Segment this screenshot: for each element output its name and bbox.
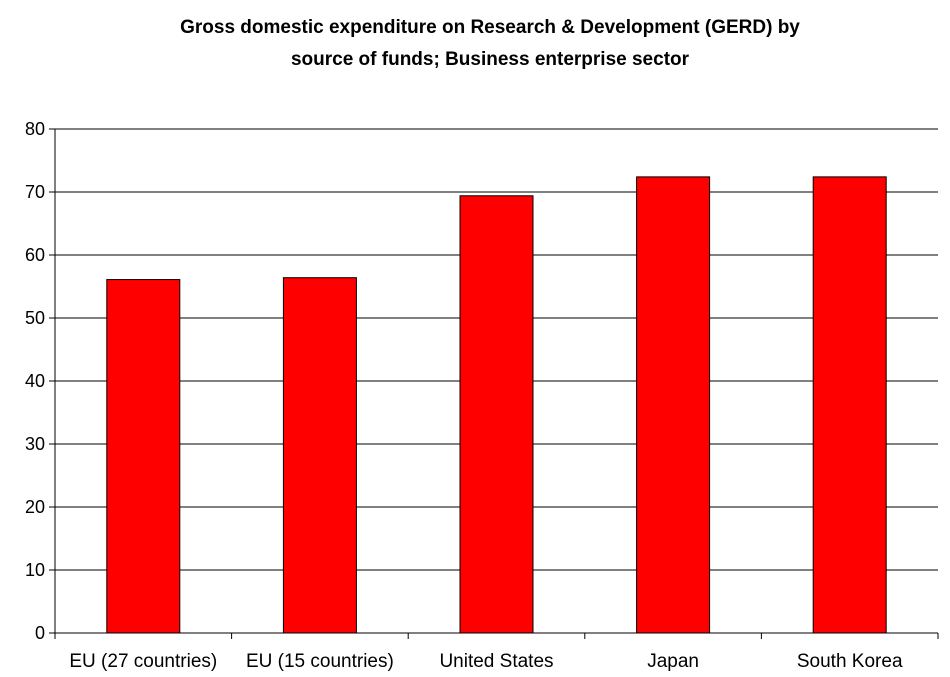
bar-3 [636,176,711,634]
x-category-label: United States [439,651,553,672]
y-tick-label: 60 [25,245,45,265]
bar-4 [812,176,887,634]
bar-2 [459,195,534,634]
y-tick-label: 80 [25,119,45,139]
x-category-label: Japan [647,651,699,672]
y-tick-label: 30 [25,434,45,454]
x-category-label: South Korea [797,651,903,672]
plot-area: 0 10 20 30 40 50 60 70 80 EU (27 countries) EU (15… [25,119,939,672]
y-tick-label: 40 [25,371,45,391]
bar-1 [282,277,357,634]
y-tick-label: 70 [25,182,45,202]
chart-title-line-1: Gross domestic expenditure on Research &… [180,17,800,38]
y-tick-label: 10 [25,560,45,580]
y-tick-label: 50 [25,308,45,328]
x-category-label: EU (15 countries) [246,651,394,672]
x-category-label: EU (27 countries) [69,651,217,672]
y-tick-label: 20 [25,497,45,517]
chart-title-line-2: source of funds; Business enterprise sec… [291,49,690,70]
bar-0 [106,279,181,634]
y-tick-label: 0 [35,623,45,643]
